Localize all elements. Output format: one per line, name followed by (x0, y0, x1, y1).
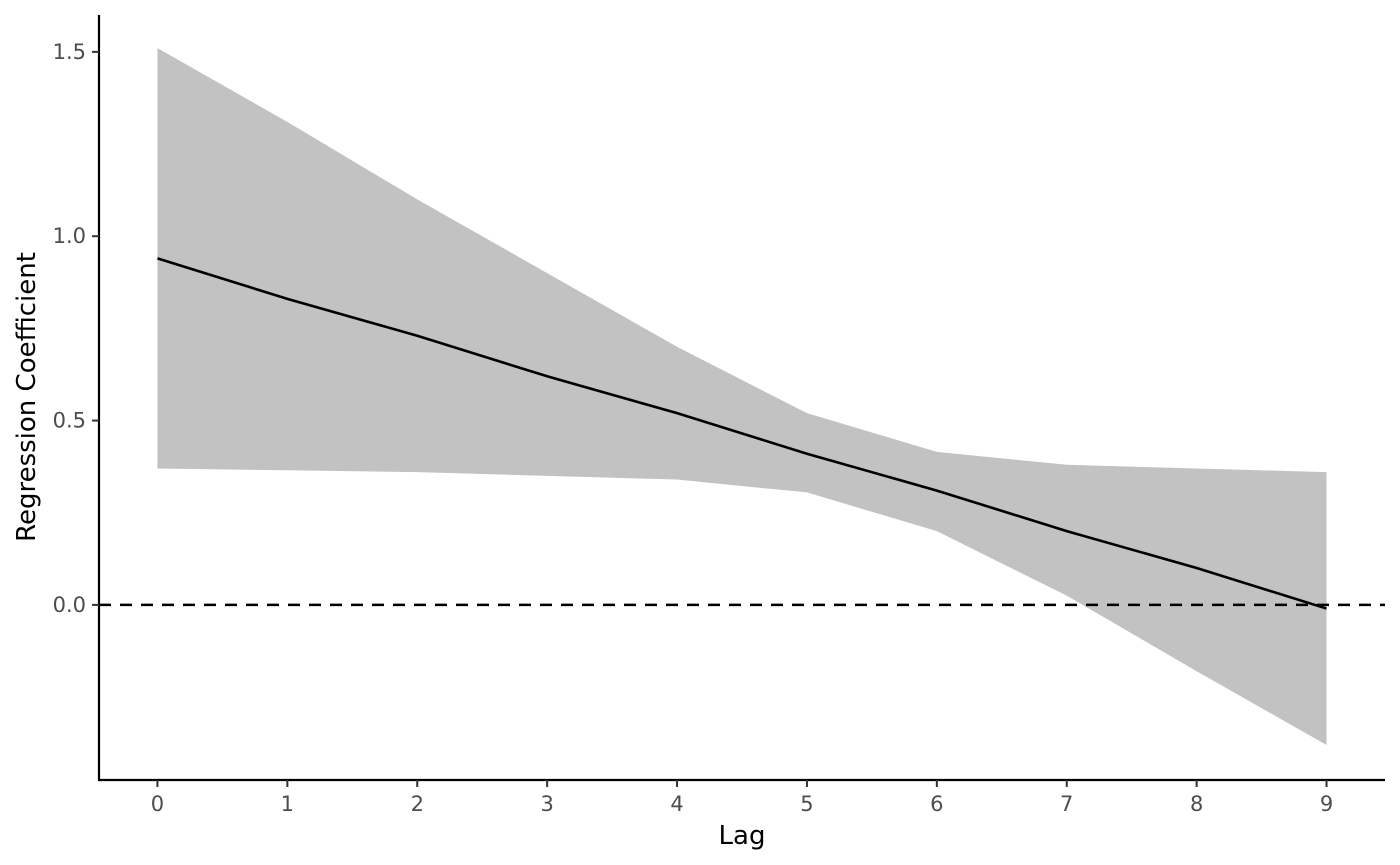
x-tick-label: 9 (1320, 792, 1333, 816)
x-tick-label: 2 (411, 792, 424, 816)
x-tick-label: 5 (800, 792, 813, 816)
x-tick-label: 8 (1190, 792, 1203, 816)
x-axis-title: Lag (719, 821, 766, 851)
x-tick-label: 6 (930, 792, 943, 816)
estimate-line (157, 257, 1327, 610)
y-tick-label: 0.5 (53, 409, 86, 433)
x-tick-label: 7 (1060, 792, 1073, 816)
confidence-band (157, 48, 1327, 745)
y-axis-title: Regression Coefficient (12, 252, 42, 542)
x-tick-label: 4 (670, 792, 683, 816)
y-tick-label: 0.0 (53, 593, 86, 617)
x-tick-label: 1 (281, 792, 294, 816)
y-tick-label: 1.0 (53, 224, 86, 248)
x-tick-label: 0 (151, 792, 164, 816)
y-tick-label: 1.5 (53, 40, 86, 64)
x-tick-label: 3 (540, 792, 553, 816)
